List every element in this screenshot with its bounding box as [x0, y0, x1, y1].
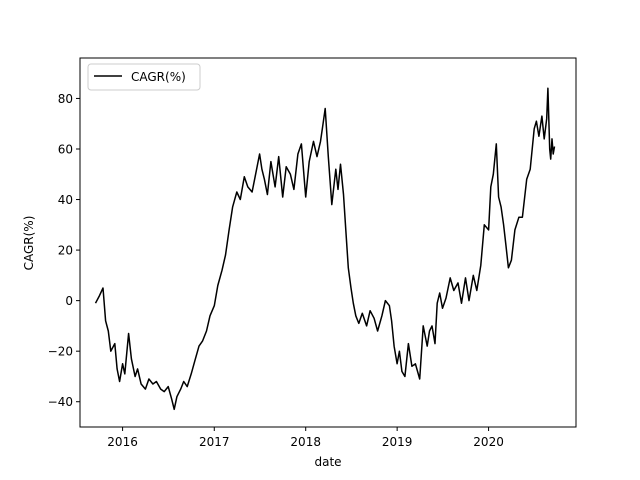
x-tick-label: 2017 — [199, 435, 230, 449]
legend-label: CAGR(%) — [131, 70, 186, 84]
x-tick-label: 2018 — [290, 435, 321, 449]
x-axis-label: date — [314, 455, 341, 469]
y-tick-label: 20 — [58, 244, 73, 258]
y-tick-label: 40 — [58, 193, 73, 207]
ticks-layer: −40 −20 0 20 40 60 80 2016 2017 2018 2019 2020 — [48, 92, 504, 449]
x-tick-label: 2020 — [473, 435, 504, 449]
y-tick-label: 0 — [65, 294, 73, 308]
y-tick-label: −20 — [48, 345, 73, 359]
legend: CAGR(%) — [87, 63, 201, 91]
series-layer — [94, 87, 556, 411]
y-tick-label: −40 — [48, 395, 73, 409]
x-tick-label: 2016 — [107, 435, 138, 449]
y-tick-label: 80 — [58, 92, 73, 106]
series-line — [94, 87, 556, 411]
x-tick-label: 2019 — [382, 435, 413, 449]
y-tick-label: 60 — [58, 142, 73, 156]
plot-frame — [79, 57, 577, 428]
legend-box — [87, 63, 201, 91]
y-axis-label: CAGR(%) — [22, 216, 36, 271]
